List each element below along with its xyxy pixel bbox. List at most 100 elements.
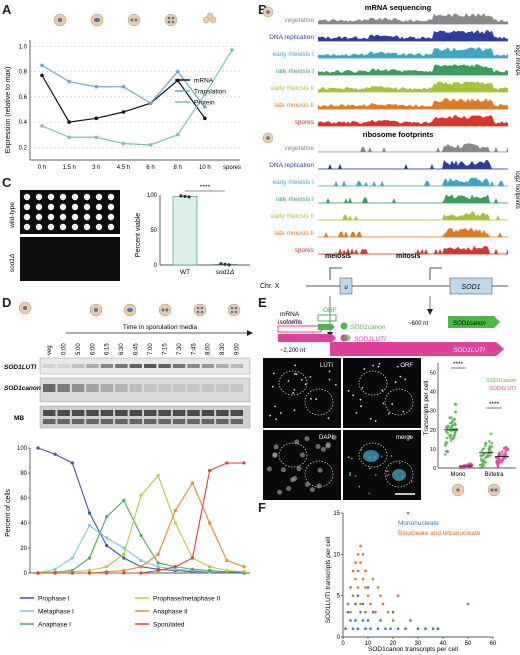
blot-bands [43,364,243,424]
a-point [230,48,234,52]
d-point [139,533,143,538]
track-label: vegetative [284,145,314,152]
micrograph-orf: ORF [343,358,421,428]
lane-label: 7:00 [148,343,154,355]
f-point [356,569,360,573]
d-point [105,543,109,548]
luti-band [172,364,186,368]
f-point [424,627,427,631]
panel-a-ylabel: Expression (relative to max) [5,67,12,154]
d-legend-label: Sporulated [153,622,185,629]
d-point [105,515,109,519]
ribo-axis: log2 footprints [514,171,520,209]
f-point [436,627,440,631]
colony-spot [35,203,43,211]
coverage-track [318,245,508,254]
f-point [349,610,352,614]
e-point [449,433,453,437]
mb-band [230,410,243,416]
a-point [94,116,99,121]
a-point [148,143,153,147]
d-ytick: 20 [20,546,27,552]
micrograph-luti: LUTI [263,358,341,428]
colony-spot [35,193,43,201]
coverage-track [318,64,508,75]
e-point [488,446,492,450]
d-point [242,461,246,465]
f-scatter: 0 10 20 30 40 50 60 0 5 10 15 Mononucleate Binucleat… [333,511,497,647]
track-label: late meiosis I [276,196,314,203]
mb-band [144,410,157,416]
e-cell-cartoon [487,483,501,497]
lane-label: 8:00 [206,343,212,355]
a-point [203,116,207,121]
d-point [156,473,160,478]
f-point [349,619,352,622]
lane-label: 6:30 [119,343,125,355]
lane-label: 8:30 [220,343,226,355]
canon-arrow-head [427,309,433,315]
canon-band [57,384,70,392]
panel-a-chart: Expression (relative to max) 0.20.40.60.… [5,12,241,171]
a-legend-label: mRNA [194,78,214,85]
d-point [122,568,126,573]
e-point [496,456,500,460]
d-point [190,481,195,485]
e-ytick: 50 [430,371,436,377]
a-point [67,135,71,140]
a-point [121,84,126,89]
meiosis-label: meiosis [325,253,351,260]
d-point [242,565,246,569]
d-point [105,536,109,540]
e-point [487,455,490,458]
coverage-track [318,30,508,41]
e-point [480,464,484,468]
f-point [366,594,370,597]
e-point [500,450,504,453]
micrograph-label: merge [396,435,414,441]
lane-label: 6:15 [105,343,111,355]
d-point [156,565,160,569]
blot-label-mb: MB [14,415,24,422]
d-point [173,508,177,513]
f-point [361,577,365,581]
lane-label: 7:30 [177,343,183,355]
e-point [444,453,447,456]
blot-label-luti: SOD1LUTI [4,364,36,371]
a-ytick: 1.0 [19,44,28,50]
d-point [70,556,74,560]
a-point [40,63,44,68]
replicate-point [183,194,187,198]
e-legend-canon: SOD1canon [486,378,516,384]
colony-spot [83,203,91,211]
canon-legend: SOD1canon [350,324,386,331]
colony-spot [59,213,67,221]
e-point [489,454,492,457]
luti-band [187,364,200,368]
cell-cartoon [262,132,274,144]
a-point [94,135,99,140]
f-point [386,610,390,614]
d-point [139,558,143,563]
blot-canon [39,377,251,403]
d-point [87,568,92,573]
chrom-label: Chr. X [260,283,280,290]
d-point [122,571,126,575]
e-legend-luti: SOD1LUTI [489,386,516,392]
replicate-point [187,195,191,199]
blot-mb [39,405,251,429]
viability-bars: 0 50 100 WT sod1Δ **** [147,185,250,276]
sod1-row-label: sod1Δ [9,254,16,272]
mb-band [144,419,157,424]
d-point [87,511,92,515]
f-point [351,594,355,597]
track-label: DNA replication [269,162,314,169]
d-point [87,571,92,575]
d-point [156,568,160,573]
e-point [496,459,500,463]
luti-band [57,364,70,368]
a-point [40,124,44,128]
f-point [381,602,385,606]
e-point [484,442,487,446]
f-ytick: 10 [333,552,340,558]
